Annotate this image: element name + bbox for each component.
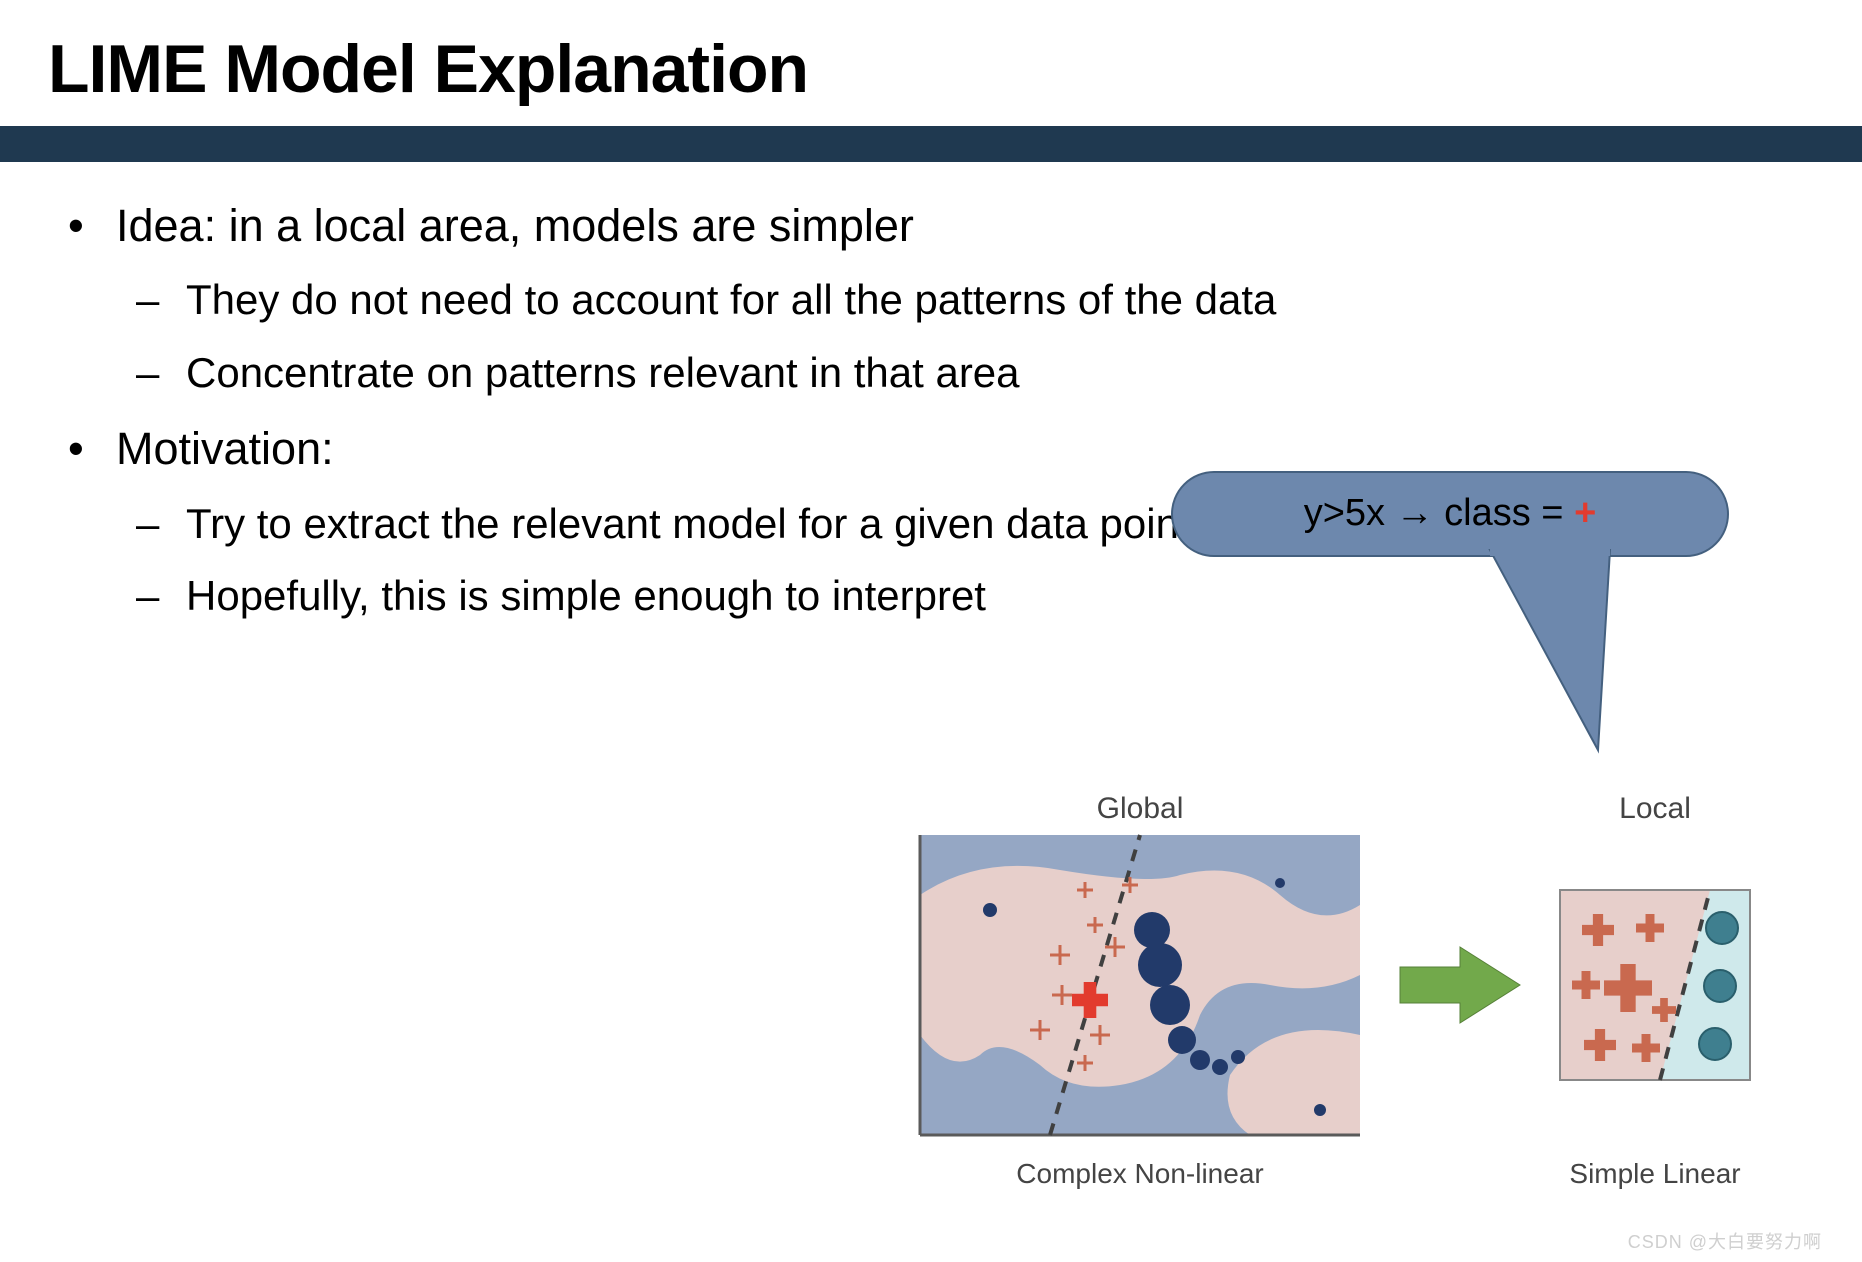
diagram-area: Global Complex Non-linear Local Simple Line… [900,790,1820,1220]
page-title: LIME Model Explanation [48,30,1862,108]
sub-bullet-concentrate: Concentrate on patterns relevant in that… [126,347,1806,400]
sub-bullet-patterns: They do not need to account for all the … [126,274,1806,327]
svg-text:Local: Local [1619,792,1691,825]
callout-class-plus: + [1574,492,1596,534]
rule-callout: y>5x → class = + [1170,470,1730,558]
callout-text: y>5x → class = + [1170,492,1730,535]
svg-text:Simple Linear: Simple Linear [1569,1158,1740,1189]
svg-text:Complex Non-linear: Complex Non-linear [1016,1158,1263,1189]
title-bar [0,126,1862,162]
svg-text:Global: Global [1097,792,1184,825]
bullet-idea: Idea: in a local area, models are simple… [56,198,1806,399]
diagram-svg: Global Complex Non-linear Local Simple Line… [900,790,1820,1220]
bullet-idea-text: Idea: in a local area, models are simple… [116,200,914,251]
bullet-motivation-text: Motivation: [116,423,334,474]
callout-rule: y>5x → class = [1304,492,1574,534]
